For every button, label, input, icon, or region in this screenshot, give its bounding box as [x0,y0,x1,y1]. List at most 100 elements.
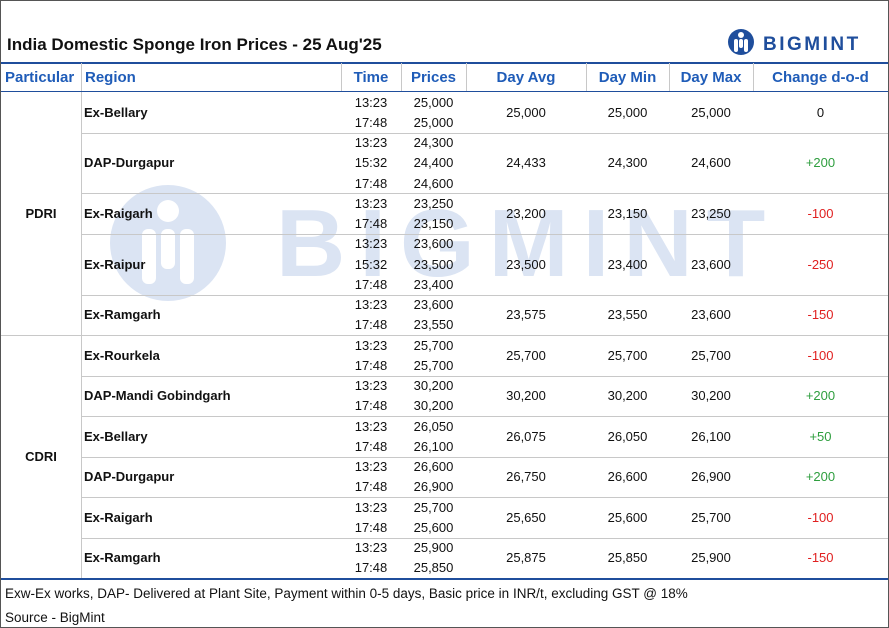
time: 17:48 [354,175,388,191]
day-max: 26,900 [691,469,731,485]
footer-note: Source - BigMint [5,609,105,625]
price: 23,600 [413,297,454,313]
price: 26,900 [413,479,454,495]
logo: BIGMINT [728,29,861,55]
region: Ex-Ramgarh [84,550,161,566]
time: 13:23 [354,236,388,252]
day-avg: 30,200 [506,388,546,404]
time: 17:48 [354,398,388,414]
day-max: 24,600 [691,155,731,171]
watermark: BIGMINT [110,185,779,301]
day-avg: 25,700 [506,347,546,363]
column-separator [81,63,82,91]
day-min: 25,000 [607,104,648,120]
price: 26,050 [413,418,454,434]
day-avg: 25,650 [506,509,546,525]
change: +200 [805,155,836,171]
particular: PDRI [25,206,57,221]
time: 17:48 [354,276,388,292]
region: Ex-Rourkela [84,347,160,363]
day-min: 30,200 [607,388,648,404]
time: 17:48 [354,114,388,130]
change: +50 [809,428,832,444]
time: 13:23 [354,337,388,353]
price: 25,700 [413,357,454,373]
change: -100 [807,206,834,221]
day-min: 23,400 [607,256,648,272]
day-min: 25,700 [607,347,648,363]
column-header: Region [85,68,136,86]
change: -150 [807,550,834,566]
price: 23,250 [413,195,454,211]
header-top-line [1,62,888,64]
time: 15:32 [354,155,388,171]
row-separator [81,375,888,377]
day-avg: 23,500 [506,256,546,272]
day-avg: 23,200 [506,206,546,221]
day-max: 26,100 [691,428,731,444]
column-header: Particular [5,68,75,86]
time: 13:23 [354,540,388,556]
row-separator [81,193,888,195]
row-separator [81,233,888,235]
change: +200 [805,388,836,404]
price: 23,500 [413,256,454,272]
day-avg: 25,875 [506,550,546,566]
column-separator [669,63,670,91]
change: -100 [807,347,834,363]
day-min: 23,150 [607,206,648,221]
price: 24,300 [413,135,454,151]
price: 23,150 [413,216,454,232]
time: 13:23 [354,195,388,211]
particular-separator [81,92,82,578]
watermark-text: BIGMINT [276,190,779,297]
time: 13:23 [354,297,388,313]
price: 23,550 [413,317,454,333]
time: 17:48 [354,357,388,373]
price: 24,600 [413,175,454,191]
region: Ex-Raipur [84,256,146,272]
price: 23,600 [413,236,454,252]
time: 17:48 [354,438,388,454]
price: 24,400 [413,155,454,171]
group-separator [1,335,888,336]
column-separator [586,63,587,91]
day-avg: 26,750 [506,469,546,485]
day-min: 24,300 [607,155,648,171]
price: 30,200 [413,398,454,414]
time: 15:32 [354,256,388,272]
change: -100 [807,509,834,525]
day-max: 25,900 [691,550,731,566]
day-max: 25,700 [691,347,731,363]
time: 17:48 [354,317,388,333]
day-max: 25,700 [691,509,731,525]
header-bottom-line [1,91,888,92]
time: 13:23 [354,499,388,515]
column-separator [466,63,467,91]
region: Ex-Bellary [84,104,148,120]
row-separator [81,416,888,417]
footer-note: Exw-Ex works, DAP- Delivered at Plant Si… [5,585,688,601]
column-header: Day Avg [496,68,556,86]
change: +200 [805,469,836,485]
time: 13:23 [354,378,388,394]
time: 13:23 [354,94,388,110]
row-separator [81,456,888,458]
change: -150 [807,307,834,323]
price: 25,000 [413,114,454,130]
day-min: 25,600 [607,509,648,525]
region: DAP-Mandi Gobindgarh [84,388,231,404]
row-separator [81,497,888,498]
day-avg: 24,433 [506,155,546,171]
day-avg: 26,075 [506,428,546,444]
day-max: 23,600 [691,307,731,323]
time: 13:23 [354,135,388,151]
row-separator [81,294,888,296]
price: 23,400 [413,276,454,292]
price: 25,600 [413,519,454,535]
day-max: 23,250 [691,206,731,221]
time: 17:48 [354,519,388,535]
day-max: 30,200 [691,388,731,404]
logo-text: BIGMINT [763,34,861,55]
